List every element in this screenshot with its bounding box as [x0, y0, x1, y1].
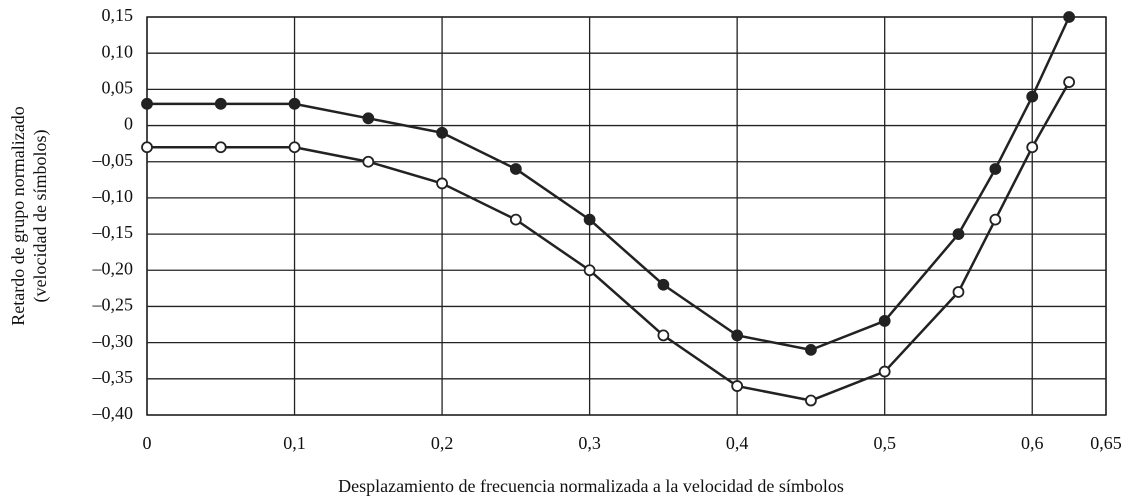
y-tick-label: 0 — [124, 114, 133, 134]
data-point — [805, 343, 817, 356]
data-point — [288, 97, 301, 110]
y-tick-label: –0,15 — [92, 222, 134, 242]
y-tick-label: –0,25 — [92, 295, 134, 315]
data-point — [509, 213, 522, 226]
data-point — [362, 155, 375, 168]
data-point — [141, 141, 153, 154]
x-tick-label: 0,5 — [873, 433, 896, 453]
y-axis-label: Retardo de grupo normalizado — [8, 106, 28, 325]
data-point — [436, 177, 448, 190]
data-point — [509, 163, 522, 175]
y-tick-label: –0,30 — [92, 331, 134, 351]
data-point — [1063, 11, 1076, 23]
data-point — [141, 97, 153, 110]
data-point — [214, 97, 227, 110]
data-point — [657, 278, 670, 291]
plot-frame — [146, 16, 1107, 416]
data-point — [878, 365, 891, 378]
series-line — [147, 16, 1071, 352]
data-point — [214, 141, 227, 154]
y-tick-label: –0,35 — [92, 367, 134, 387]
data-point — [731, 329, 744, 342]
data-point — [436, 126, 448, 139]
data-point — [657, 329, 670, 342]
y-tick-label: –0,10 — [92, 186, 134, 206]
data-point — [952, 228, 965, 240]
x-tick-label: 0,4 — [726, 433, 749, 453]
x-tick-label: 0 — [143, 433, 152, 453]
x-axis-label: Desplazamiento de frecuencia normalizada… — [338, 476, 844, 496]
x-tick-label: 0,2 — [431, 433, 454, 453]
data-point — [952, 286, 965, 298]
data-point — [989, 213, 1002, 226]
data-point — [583, 264, 596, 277]
y-tick-label: –0,20 — [92, 258, 134, 278]
data-point — [583, 213, 596, 226]
y-tick-label: –0,05 — [92, 150, 134, 170]
series-line — [147, 81, 1071, 402]
data-point — [1063, 76, 1076, 89]
data-point — [362, 112, 375, 125]
data-point — [1026, 141, 1039, 154]
data-point — [805, 394, 817, 407]
data-point — [1026, 90, 1039, 103]
data-point — [878, 315, 891, 327]
x-tick-label: 0,65 — [1090, 433, 1122, 453]
data-point — [731, 380, 744, 392]
data-point — [989, 163, 1002, 175]
x-tick-label: 0,3 — [578, 433, 601, 453]
y-axis-label: (velocidad de símbolos) — [30, 130, 51, 303]
y-tick-label: 0,05 — [102, 77, 134, 97]
x-tick-label: 0,6 — [1021, 433, 1044, 453]
y-tick-label: 0,15 — [102, 5, 134, 25]
y-tick-label: 0,10 — [102, 41, 134, 61]
data-point — [288, 141, 301, 154]
x-tick-label: 0,1 — [283, 433, 306, 453]
y-tick-label: –0,40 — [92, 403, 134, 423]
